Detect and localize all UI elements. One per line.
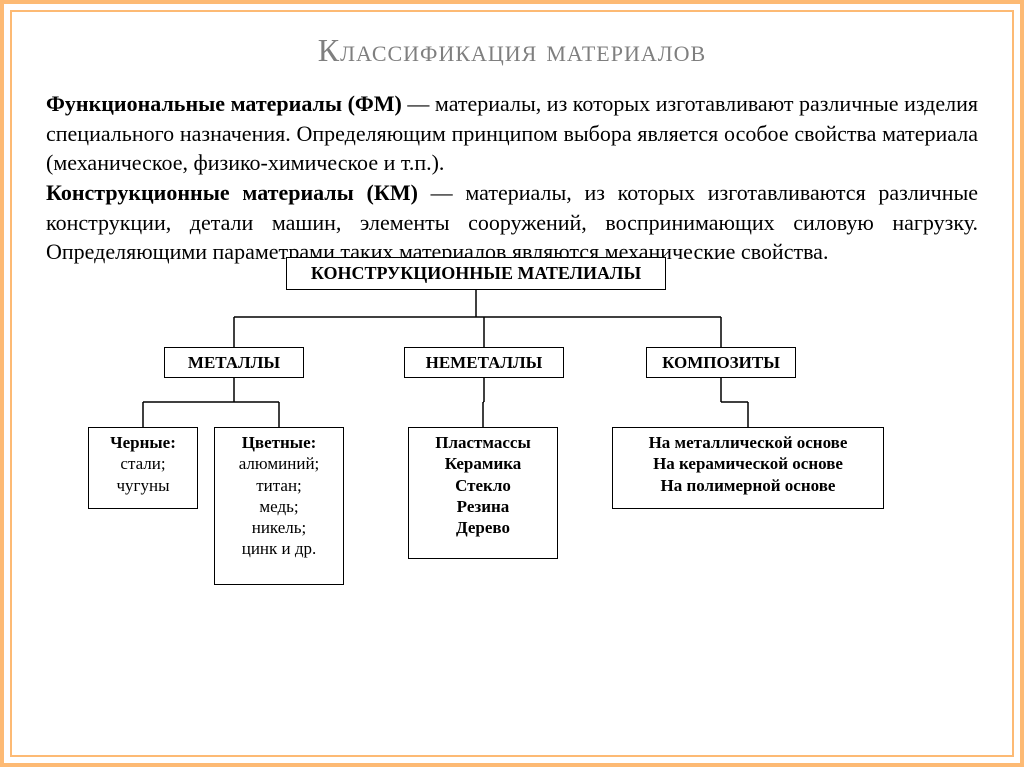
- flowchart-node-composites: КОМПОЗИТЫ: [646, 347, 796, 378]
- outer-frame: Классификация материалов Функциональные …: [0, 0, 1024, 767]
- flowchart-root: КОНСТРУКЦИОННЫЕ МАТЕЛИАЛЫ: [286, 257, 666, 290]
- flowchart-leaf-line: На керамической основе: [619, 453, 877, 474]
- fm-term: Функциональные материалы (ФМ): [46, 91, 402, 116]
- flowchart-leaf-3: На металлической основеНа керамической о…: [612, 427, 884, 509]
- flowchart-leaf-header: Пластмассы: [415, 432, 551, 453]
- flowchart-leaf-line: чугуны: [95, 475, 191, 496]
- inner-frame: Классификация материалов Функциональные …: [10, 10, 1014, 757]
- flowchart-leaf-line: цинк и др.: [221, 538, 337, 559]
- flowchart-leaf-line: Керамика: [415, 453, 551, 474]
- definition-fm: Функциональные материалы (ФМ) — материал…: [46, 89, 978, 178]
- km-term: Конструкционные материалы (КМ): [46, 180, 418, 205]
- flowchart-node-metals: МЕТАЛЛЫ: [164, 347, 304, 378]
- definitions: Функциональные материалы (ФМ) — материал…: [46, 89, 978, 267]
- flowchart-leaf-line: алюминий;: [221, 453, 337, 474]
- flowchart-leaf-header: На металлической основе: [619, 432, 877, 453]
- flowchart-leaf-line: титан;: [221, 475, 337, 496]
- flowchart-leaf-line: Резина: [415, 496, 551, 517]
- flowchart-leaf-1: Цветные:алюминий;титан;медь;никель;цинк …: [214, 427, 344, 585]
- flowchart-leaf-line: На полимерной основе: [619, 475, 877, 496]
- flowchart-leaf-0: Черные:стали;чугуны: [88, 427, 198, 509]
- flowchart-leaf-line: стали;: [95, 453, 191, 474]
- flowchart-leaf-header: Черные:: [95, 432, 191, 453]
- flowchart-leaf-line: медь;: [221, 496, 337, 517]
- flowchart-leaf-header: Цветные:: [221, 432, 337, 453]
- page-title: Классификация материалов: [46, 32, 978, 69]
- flowchart-leaf-line: Дерево: [415, 517, 551, 538]
- flowchart-node-nonmetals: НЕМЕТАЛЛЫ: [404, 347, 564, 378]
- definition-km: Конструкционные материалы (КМ) — материа…: [46, 178, 978, 267]
- flowchart: КОНСТРУКЦИОННЫЕ МАТЕЛИАЛЫ МЕТАЛЛЫ НЕМЕТАЛЛ…: [46, 257, 978, 637]
- flowchart-leaf-line: никель;: [221, 517, 337, 538]
- flowchart-leaf-line: Стекло: [415, 475, 551, 496]
- flowchart-leaf-2: ПластмассыКерамикаСтеклоРезинаДерево: [408, 427, 558, 559]
